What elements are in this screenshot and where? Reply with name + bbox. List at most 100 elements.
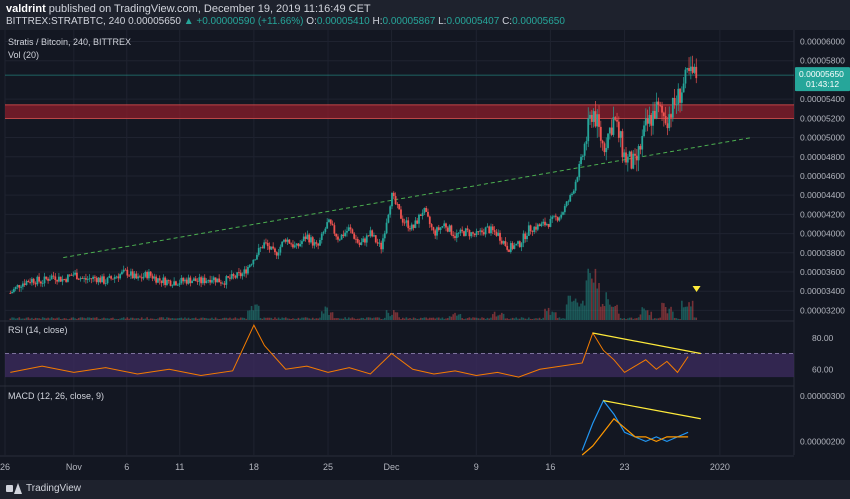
candle-body <box>596 114 599 127</box>
candle-body <box>598 114 600 127</box>
candle-body <box>54 276 57 281</box>
candle-body <box>236 272 239 278</box>
volume-bar <box>31 317 33 320</box>
volume-bar <box>475 317 478 320</box>
candle-body <box>88 278 91 280</box>
volume-bar <box>371 318 373 320</box>
volume-bar <box>481 317 483 320</box>
volume-bar <box>162 317 165 320</box>
candle-body <box>567 201 570 203</box>
candle-body <box>101 276 104 283</box>
volume-bar <box>400 318 402 320</box>
candle-body <box>259 247 262 249</box>
volume-bar <box>241 317 244 320</box>
chart-area[interactable]: 0.00006000 0.00005800 0.00005400 0.00005200… <box>0 30 850 480</box>
candle-body <box>225 276 228 285</box>
volume-bar <box>446 318 449 320</box>
candle-body <box>396 203 399 205</box>
candle-body <box>149 271 152 276</box>
candle-body <box>427 211 429 217</box>
volume-bar <box>319 317 321 320</box>
volume-bar <box>38 318 40 320</box>
volume-bar <box>502 313 505 320</box>
volume-bar <box>425 317 427 320</box>
volume-bar <box>146 317 148 320</box>
volume-bar <box>274 317 276 320</box>
volume-bar <box>243 317 246 320</box>
volume-bar <box>344 317 346 320</box>
volume-bar <box>432 317 435 320</box>
volume-bar <box>236 318 238 320</box>
price-badge-countdown: 01:43:12 <box>806 79 839 89</box>
volume-bar <box>329 312 332 320</box>
volume-bar <box>416 318 418 320</box>
volume-bar <box>569 295 572 320</box>
candle-body <box>551 216 554 219</box>
candle-body <box>441 226 444 228</box>
volume-bar <box>245 318 247 320</box>
volume-bar <box>32 318 35 320</box>
candle-body <box>121 271 123 275</box>
volume-bar <box>41 317 44 320</box>
candle-body <box>130 271 132 276</box>
candle-body <box>272 246 275 249</box>
candle-body <box>691 66 694 73</box>
candle-body <box>288 239 291 244</box>
volume-bar <box>675 318 678 320</box>
volume-bar <box>117 318 120 320</box>
candle-body <box>11 291 13 294</box>
volume-bar <box>311 317 314 320</box>
candle-body <box>563 206 566 213</box>
candle-body <box>369 230 372 237</box>
chart-svg[interactable]: 0.00006000 0.00005800 0.00005400 0.00005200… <box>0 30 850 480</box>
volume-bar <box>203 317 206 320</box>
volume-bar <box>650 311 653 320</box>
candle-body <box>81 278 84 279</box>
candle-body <box>104 283 107 285</box>
candle-body <box>126 269 129 276</box>
candle-body <box>313 242 316 246</box>
candle-body <box>493 230 496 232</box>
candle-body <box>574 181 577 191</box>
candle-body <box>554 215 557 217</box>
volume-bar <box>383 317 386 320</box>
candle-body <box>495 231 498 236</box>
volume-bar <box>238 318 240 320</box>
volume-bar <box>356 318 359 320</box>
candle-body <box>275 252 278 256</box>
volume-bar <box>144 318 147 320</box>
candle-body <box>250 264 253 266</box>
author-name[interactable]: valdrint <box>6 3 46 15</box>
candle-body <box>562 212 564 215</box>
candle-body <box>670 114 672 118</box>
volume-bar <box>196 318 199 320</box>
candle-body <box>689 66 692 72</box>
volume-bar <box>173 318 175 320</box>
volume-bar <box>695 317 698 320</box>
volume-bar <box>376 317 379 320</box>
volume-bar <box>169 318 172 320</box>
candle-body <box>648 115 651 124</box>
candle-body <box>25 281 28 285</box>
volume-bar <box>387 312 390 320</box>
volume-bar <box>358 318 361 320</box>
volume-bar <box>691 300 694 320</box>
tradingview-logo[interactable]: TradingView <box>6 483 81 494</box>
candle-body <box>362 238 365 243</box>
price-tick-label: 0.00004400 <box>800 190 845 200</box>
candle-body <box>142 276 145 279</box>
candle-body <box>160 280 163 284</box>
volume-bar <box>654 318 656 320</box>
volume-bar <box>419 317 422 320</box>
volume-bar <box>277 317 280 320</box>
volume-bar <box>542 317 545 320</box>
volume-bar <box>630 317 633 320</box>
volume-bar <box>551 311 554 320</box>
candle-body <box>349 227 352 230</box>
candle-body <box>666 123 669 129</box>
candle-body <box>9 293 12 294</box>
volume-bar <box>265 317 267 320</box>
volume-bar <box>580 303 582 320</box>
volume-bar <box>452 314 454 320</box>
candle-body <box>481 230 483 233</box>
